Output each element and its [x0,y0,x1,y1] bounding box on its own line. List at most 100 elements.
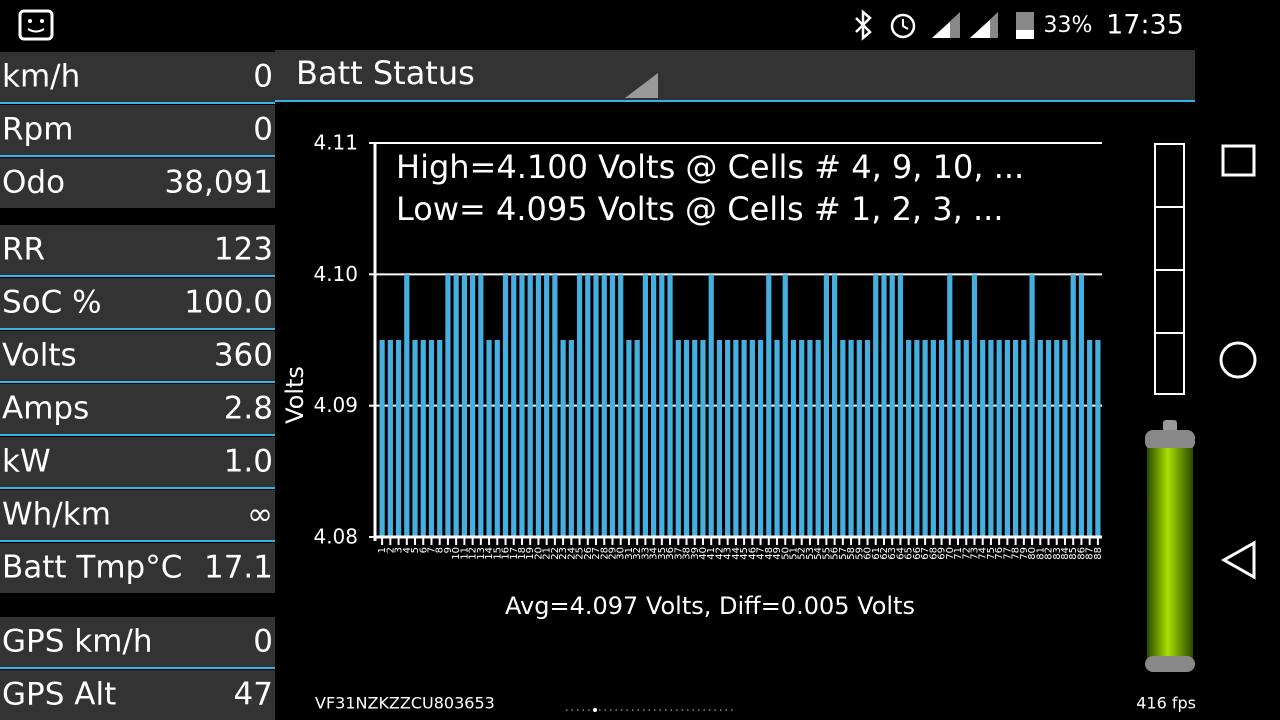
metric-row [0,105,275,155]
x-tick-label: 63 [887,547,898,560]
header-bar [275,50,1195,100]
x-tick-label: 57 [838,547,849,560]
metric-row [0,437,275,487]
bar [593,274,599,537]
x-tick-label: 86 [1076,547,1087,560]
metric-label: GPS Alt [2,677,116,713]
bar [741,340,747,537]
x-tick-label: 29 [607,547,618,560]
x-tick-label: 70 [945,547,956,560]
page-indicator-active [593,708,597,712]
x-tick-label: 2 [385,547,396,553]
bar [733,340,739,537]
chart-annotation: Low= 4.095 Volts @ Cells # 1, 2, 3, ... [396,190,1003,228]
bar [470,274,476,537]
bar [922,340,928,537]
bar [815,340,821,537]
metric-value: 2.8 [224,391,273,427]
bar [897,274,904,537]
x-tick-label: 11 [459,547,470,560]
bar [700,340,706,537]
bar [716,340,723,537]
x-tick-label: 35 [657,547,668,560]
x-tick-label: 53 [805,547,816,560]
y-tick-label: 4.08 [313,525,358,549]
x-tick-label: 14 [484,547,495,560]
bar [692,340,698,537]
bar [387,340,393,537]
x-tick-label: 9 [443,547,454,553]
back-button[interactable] [1220,540,1256,580]
bar [757,340,764,537]
bar [889,274,895,537]
bar [930,340,936,537]
metric-label: Rpm [2,112,73,148]
screen-selector[interactable]: Batt Status [296,54,475,92]
x-tick-label: 60 [863,547,874,560]
x-tick-label: 4 [402,547,413,553]
bar [568,340,574,537]
x-tick-label: 65 [904,547,915,560]
bar [766,274,772,537]
x-tick-label: 66 [912,547,923,560]
x-tick-label: 37 [673,547,684,560]
y-tick-label: 4.10 [313,262,358,286]
x-tick-label: 19 [525,547,536,560]
x-tick-label: 38 [682,547,693,560]
bar [1004,340,1010,537]
bar [404,274,410,537]
row-separator [0,434,275,436]
x-tick-label: 64 [895,547,906,560]
metric-label: GPS km/h [2,624,153,660]
bar [626,340,632,537]
status-bar: 33% 17:35 [18,9,1184,41]
x-tick-label: 78 [1011,547,1022,560]
bar [906,340,912,537]
bar [1078,274,1085,537]
row-separator [0,381,275,383]
bar [453,274,459,537]
bar [601,274,607,537]
bar [420,340,426,537]
x-tick-label: 3 [394,547,405,553]
metric-value: 360 [214,338,273,374]
x-tick-label: 73 [969,547,980,560]
x-tick-label: 42 [714,547,725,560]
metric-row [0,670,275,720]
x-tick-label: 59 [854,547,865,560]
bar [807,340,813,537]
row-separator [0,328,275,330]
x-tick-label: 76 [994,547,1005,560]
x-tick-label: 87 [1085,547,1096,560]
x-tick-label: 17 [509,547,520,560]
metric-label: kW [2,444,51,480]
x-tick-label: 88 [1093,547,1104,560]
bar [659,274,665,537]
metric-label: Volts [2,338,77,374]
x-tick-label: 21 [542,547,553,560]
home-button[interactable] [1219,341,1257,379]
metric-row [0,225,275,275]
metric-label: Amps [2,391,89,427]
metric-row [0,490,275,540]
bar [914,340,920,537]
x-tick-label: 69 [937,547,948,560]
spinner-arrow[interactable] [625,73,658,98]
metric-value: 17.1 [204,550,273,586]
header-line [275,100,1195,102]
bar [494,340,500,537]
bar [782,274,788,537]
x-tick-label: 85 [1068,547,1079,560]
bar [1070,274,1076,537]
recent-apps-button[interactable] [1221,144,1256,177]
signal-icon [932,12,960,38]
bar [461,274,467,537]
x-tick-label: 46 [747,547,758,560]
metric-row [0,52,275,102]
metric-row [0,543,275,593]
metric-label: Wh/km [2,497,111,533]
x-tick-label: 58 [846,547,857,560]
bar [544,274,550,537]
x-tick-label: 61 [871,547,882,560]
